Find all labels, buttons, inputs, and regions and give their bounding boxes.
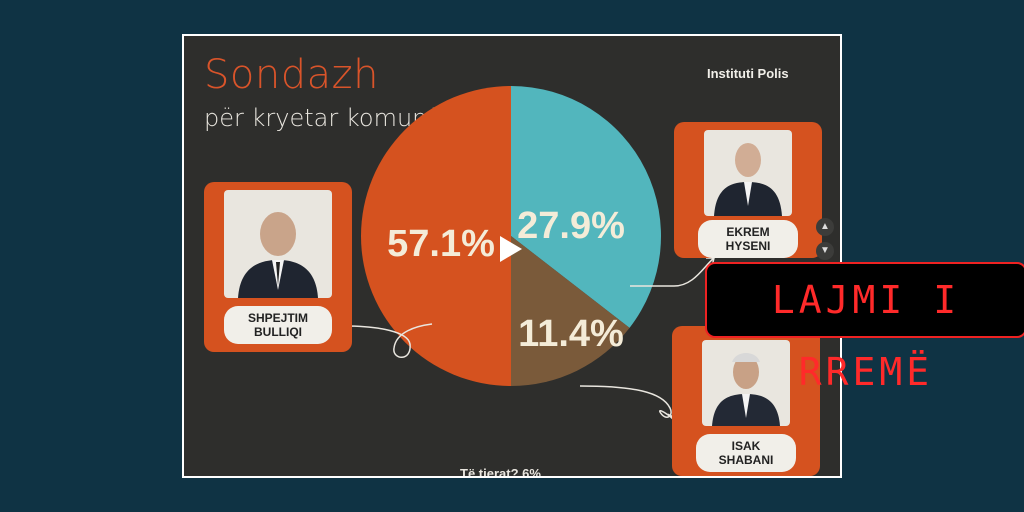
candidate-photo xyxy=(702,340,790,426)
poll-graphic: Sondazh për kryetar komunës Podujevës In… xyxy=(184,36,840,476)
pie-slice-label-3: 11.4% xyxy=(518,313,624,355)
arrow-shabani xyxy=(579,385,675,421)
play-icon[interactable] xyxy=(492,232,526,266)
chevron-up-icon[interactable]: ▲ xyxy=(816,218,834,236)
pie-chart: 57.1% 27.9% 11.4% xyxy=(338,86,715,421)
candidate-photo xyxy=(224,190,332,298)
pie-slice-2 xyxy=(511,86,661,328)
pie-slice-label-1: 57.1% xyxy=(387,223,495,265)
fake-news-badge: LAJMI I RREMË xyxy=(705,262,1024,394)
candidate-card-shabani: ISAK SHABANI xyxy=(672,326,820,476)
candidate-photo xyxy=(704,130,792,216)
person-icon xyxy=(224,190,332,298)
poll-title: Sondazh xyxy=(204,52,379,98)
pie-slice-label-2: 27.9% xyxy=(517,205,625,247)
pie-slice-3 xyxy=(511,236,630,386)
chevron-down-icon[interactable]: ▼ xyxy=(816,242,834,260)
poll-image-frame: Sondazh për kryetar komunës Podujevës In… xyxy=(182,34,842,478)
candidate-name-hyseni: EKREM HYSENI xyxy=(698,220,798,258)
candidate-card-hyseni: EKREM HYSENI xyxy=(674,122,822,258)
fake-news-badge-label: LAJMI I RREMË xyxy=(771,278,961,394)
pie-slice-1 xyxy=(361,86,511,386)
candidate-name-bulliqi: SHPEJTIM BULLIQI xyxy=(224,306,332,344)
candidate-card-bulliqi: SHPEJTIM BULLIQI xyxy=(204,182,352,352)
person-icon xyxy=(704,130,792,216)
poll-footer: Të tjerat? 6% xyxy=(460,466,541,476)
person-icon xyxy=(702,340,790,426)
candidate-name-shabani: ISAK SHABANI xyxy=(696,434,796,472)
poll-source: Instituti Polis xyxy=(707,66,789,81)
